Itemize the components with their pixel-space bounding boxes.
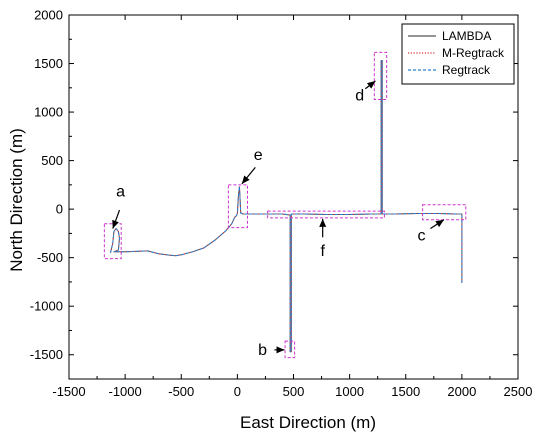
annotation-arrowhead-b: [276, 346, 285, 354]
x-tick-label: -500: [168, 384, 194, 399]
series-layer: [110, 60, 463, 353]
y-tick-label: -500: [37, 250, 63, 265]
annotation-box-a: [103, 223, 122, 260]
annotation-label-d: d: [355, 88, 364, 105]
annotation-arrowhead-f: [319, 218, 327, 227]
legend-label-regtrack: Regtrack: [442, 63, 491, 77]
series-line-regtrack: [110, 60, 463, 353]
y-tick-label: 500: [41, 153, 63, 168]
y-tick-label: -1000: [30, 299, 63, 314]
axes-layer: -1500 -1000 -500 0 500 1000 1500 2000 2500 -1500 -…: [30, 8, 533, 400]
y-tick-label: 1000: [34, 105, 63, 120]
y-tick-label: -1500: [30, 347, 63, 362]
annotation-box-c: [422, 204, 467, 221]
x-axis-title: East Direction (m): [240, 413, 376, 432]
annotation-label-f: f: [320, 243, 325, 260]
annotation-box-f: [267, 210, 385, 219]
y-axis-title: North Direction (m): [7, 128, 26, 272]
annotation-box-e: [227, 184, 248, 229]
x-tick-label: 1000: [335, 384, 364, 399]
x-tick-label: 500: [283, 384, 305, 399]
annotation-label-e: e: [254, 147, 263, 164]
annotation-box-b: [284, 340, 296, 359]
legend-box: [401, 23, 515, 85]
x-tick-label: 2500: [504, 384, 533, 399]
annotation-arrowhead-a: [112, 219, 119, 229]
annotation-arrowhead-d: [366, 81, 376, 89]
annotation-label-b: b: [258, 342, 267, 359]
x-tick-label: 2000: [447, 384, 476, 399]
legend-label-m-regtrack: M-Regtrack: [442, 46, 505, 60]
annotation-arrowhead-c: [435, 219, 444, 228]
legend: LAMBDA M-Regtrack Regtrack: [401, 23, 515, 85]
y-tick-label: 1500: [34, 56, 63, 71]
annotation-label-c: c: [417, 227, 425, 244]
x-tick-label: 0: [234, 384, 241, 399]
annotation-layer: a b c d e f: [103, 51, 467, 359]
legend-label-lambda: LAMBDA: [442, 29, 491, 43]
annotation-arrowhead-e: [241, 175, 250, 184]
x-tick-label: 1500: [391, 384, 420, 399]
y-tick-label: 2000: [34, 8, 63, 23]
y-tick-label: 0: [56, 202, 63, 217]
annotation-box-d: [373, 51, 388, 100]
x-tick-label: -1000: [109, 384, 142, 399]
x-tick-label: -1500: [52, 384, 85, 399]
annotation-label-a: a: [116, 184, 125, 201]
